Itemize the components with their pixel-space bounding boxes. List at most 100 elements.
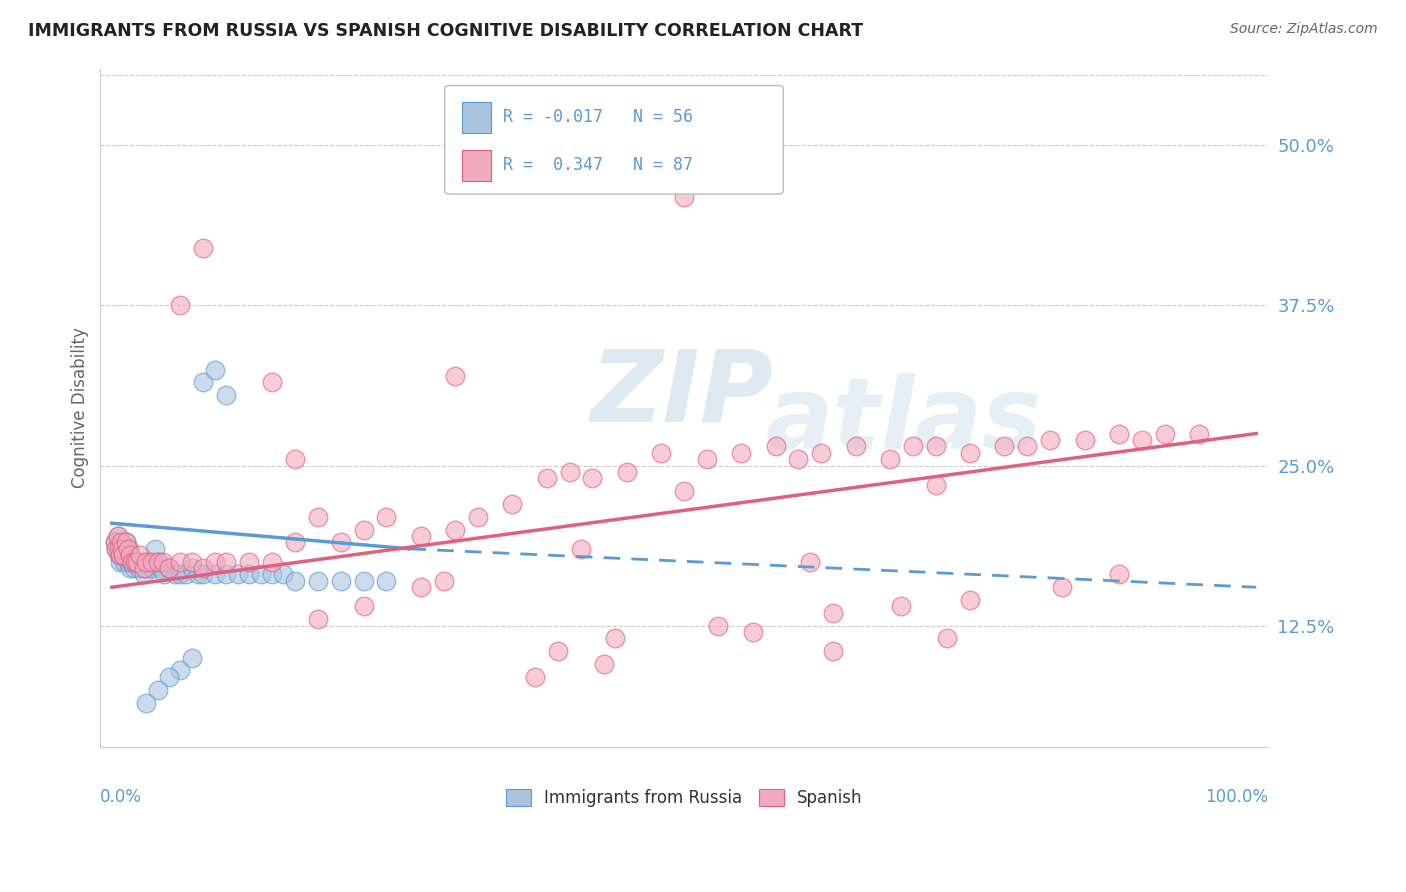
Point xyxy=(125,555,148,569)
Point xyxy=(1130,433,1153,447)
Text: R =  0.347   N = 87: R = 0.347 N = 87 xyxy=(503,156,693,174)
Point xyxy=(741,625,763,640)
Bar xyxy=(463,103,492,133)
Point xyxy=(226,567,249,582)
Point xyxy=(215,567,238,582)
Point xyxy=(993,439,1015,453)
Point xyxy=(169,298,191,312)
Point xyxy=(122,561,145,575)
Point xyxy=(215,388,238,402)
Point xyxy=(467,509,489,524)
Point xyxy=(821,606,844,620)
Point xyxy=(925,477,948,491)
Point xyxy=(107,541,129,556)
Point xyxy=(879,452,901,467)
Point xyxy=(128,561,150,575)
Point xyxy=(187,567,209,582)
Point xyxy=(129,548,152,562)
Point xyxy=(616,465,638,479)
Point xyxy=(141,561,163,575)
Point xyxy=(114,535,136,549)
Point xyxy=(238,555,260,569)
Point xyxy=(696,452,718,467)
Point xyxy=(593,657,616,671)
Point xyxy=(180,561,202,575)
Point xyxy=(204,567,226,582)
Point xyxy=(180,650,202,665)
Point xyxy=(730,446,752,460)
Point xyxy=(193,567,215,582)
Point xyxy=(936,632,959,646)
Point xyxy=(132,561,155,575)
Point xyxy=(112,548,135,562)
Point xyxy=(1188,426,1211,441)
Text: 100.0%: 100.0% xyxy=(1205,788,1268,806)
Point xyxy=(111,535,134,549)
Point xyxy=(1108,567,1130,582)
Point xyxy=(120,548,142,562)
Point xyxy=(110,541,132,556)
Point xyxy=(353,574,375,588)
Point xyxy=(959,446,981,460)
Point xyxy=(121,555,143,569)
Point xyxy=(353,523,375,537)
Point xyxy=(672,189,695,203)
Point xyxy=(1108,426,1130,441)
Point xyxy=(501,497,523,511)
Point xyxy=(120,555,142,569)
Point xyxy=(120,561,142,575)
Text: 0.0%: 0.0% xyxy=(100,788,142,806)
Point xyxy=(163,567,186,582)
Point xyxy=(273,567,295,582)
Point xyxy=(157,561,180,575)
Point xyxy=(125,555,148,569)
Point xyxy=(901,439,924,453)
Point xyxy=(108,555,131,569)
Point xyxy=(307,574,329,588)
Point xyxy=(536,471,558,485)
Point xyxy=(375,509,398,524)
Point xyxy=(1153,426,1175,441)
Point xyxy=(959,593,981,607)
Point xyxy=(821,644,844,658)
Text: IMMIGRANTS FROM RUSSIA VS SPANISH COGNITIVE DISABILITY CORRELATION CHART: IMMIGRANTS FROM RUSSIA VS SPANISH COGNIT… xyxy=(28,22,863,40)
Point xyxy=(799,555,821,569)
Point xyxy=(409,580,432,594)
Point xyxy=(524,670,547,684)
Point xyxy=(925,439,948,453)
Point xyxy=(284,535,307,549)
Point xyxy=(107,529,129,543)
Point xyxy=(409,529,432,543)
Point xyxy=(138,555,160,569)
Point xyxy=(569,541,592,556)
Point xyxy=(1039,433,1062,447)
Point xyxy=(117,541,139,556)
Point xyxy=(845,439,868,453)
Point xyxy=(152,555,174,569)
Text: R = -0.017   N = 56: R = -0.017 N = 56 xyxy=(503,109,693,127)
Point xyxy=(121,555,143,569)
Legend: Immigrants from Russia, Spanish: Immigrants from Russia, Spanish xyxy=(499,782,869,814)
Point xyxy=(1050,580,1073,594)
Point xyxy=(108,548,131,562)
Point xyxy=(169,567,191,582)
Point xyxy=(307,612,329,626)
Point xyxy=(650,446,672,460)
Point xyxy=(375,574,398,588)
Point xyxy=(105,541,128,556)
Point xyxy=(110,535,132,549)
Text: atlas: atlas xyxy=(766,373,1042,470)
Point xyxy=(150,561,173,575)
Point xyxy=(131,555,153,569)
Point xyxy=(105,541,128,556)
Point xyxy=(444,523,467,537)
Point xyxy=(193,561,215,575)
Point xyxy=(260,376,283,390)
Point xyxy=(132,567,155,582)
Point xyxy=(104,535,127,549)
Point xyxy=(157,670,180,684)
Point xyxy=(890,599,912,614)
Point xyxy=(284,574,307,588)
Point xyxy=(114,535,136,549)
Point xyxy=(260,555,283,569)
